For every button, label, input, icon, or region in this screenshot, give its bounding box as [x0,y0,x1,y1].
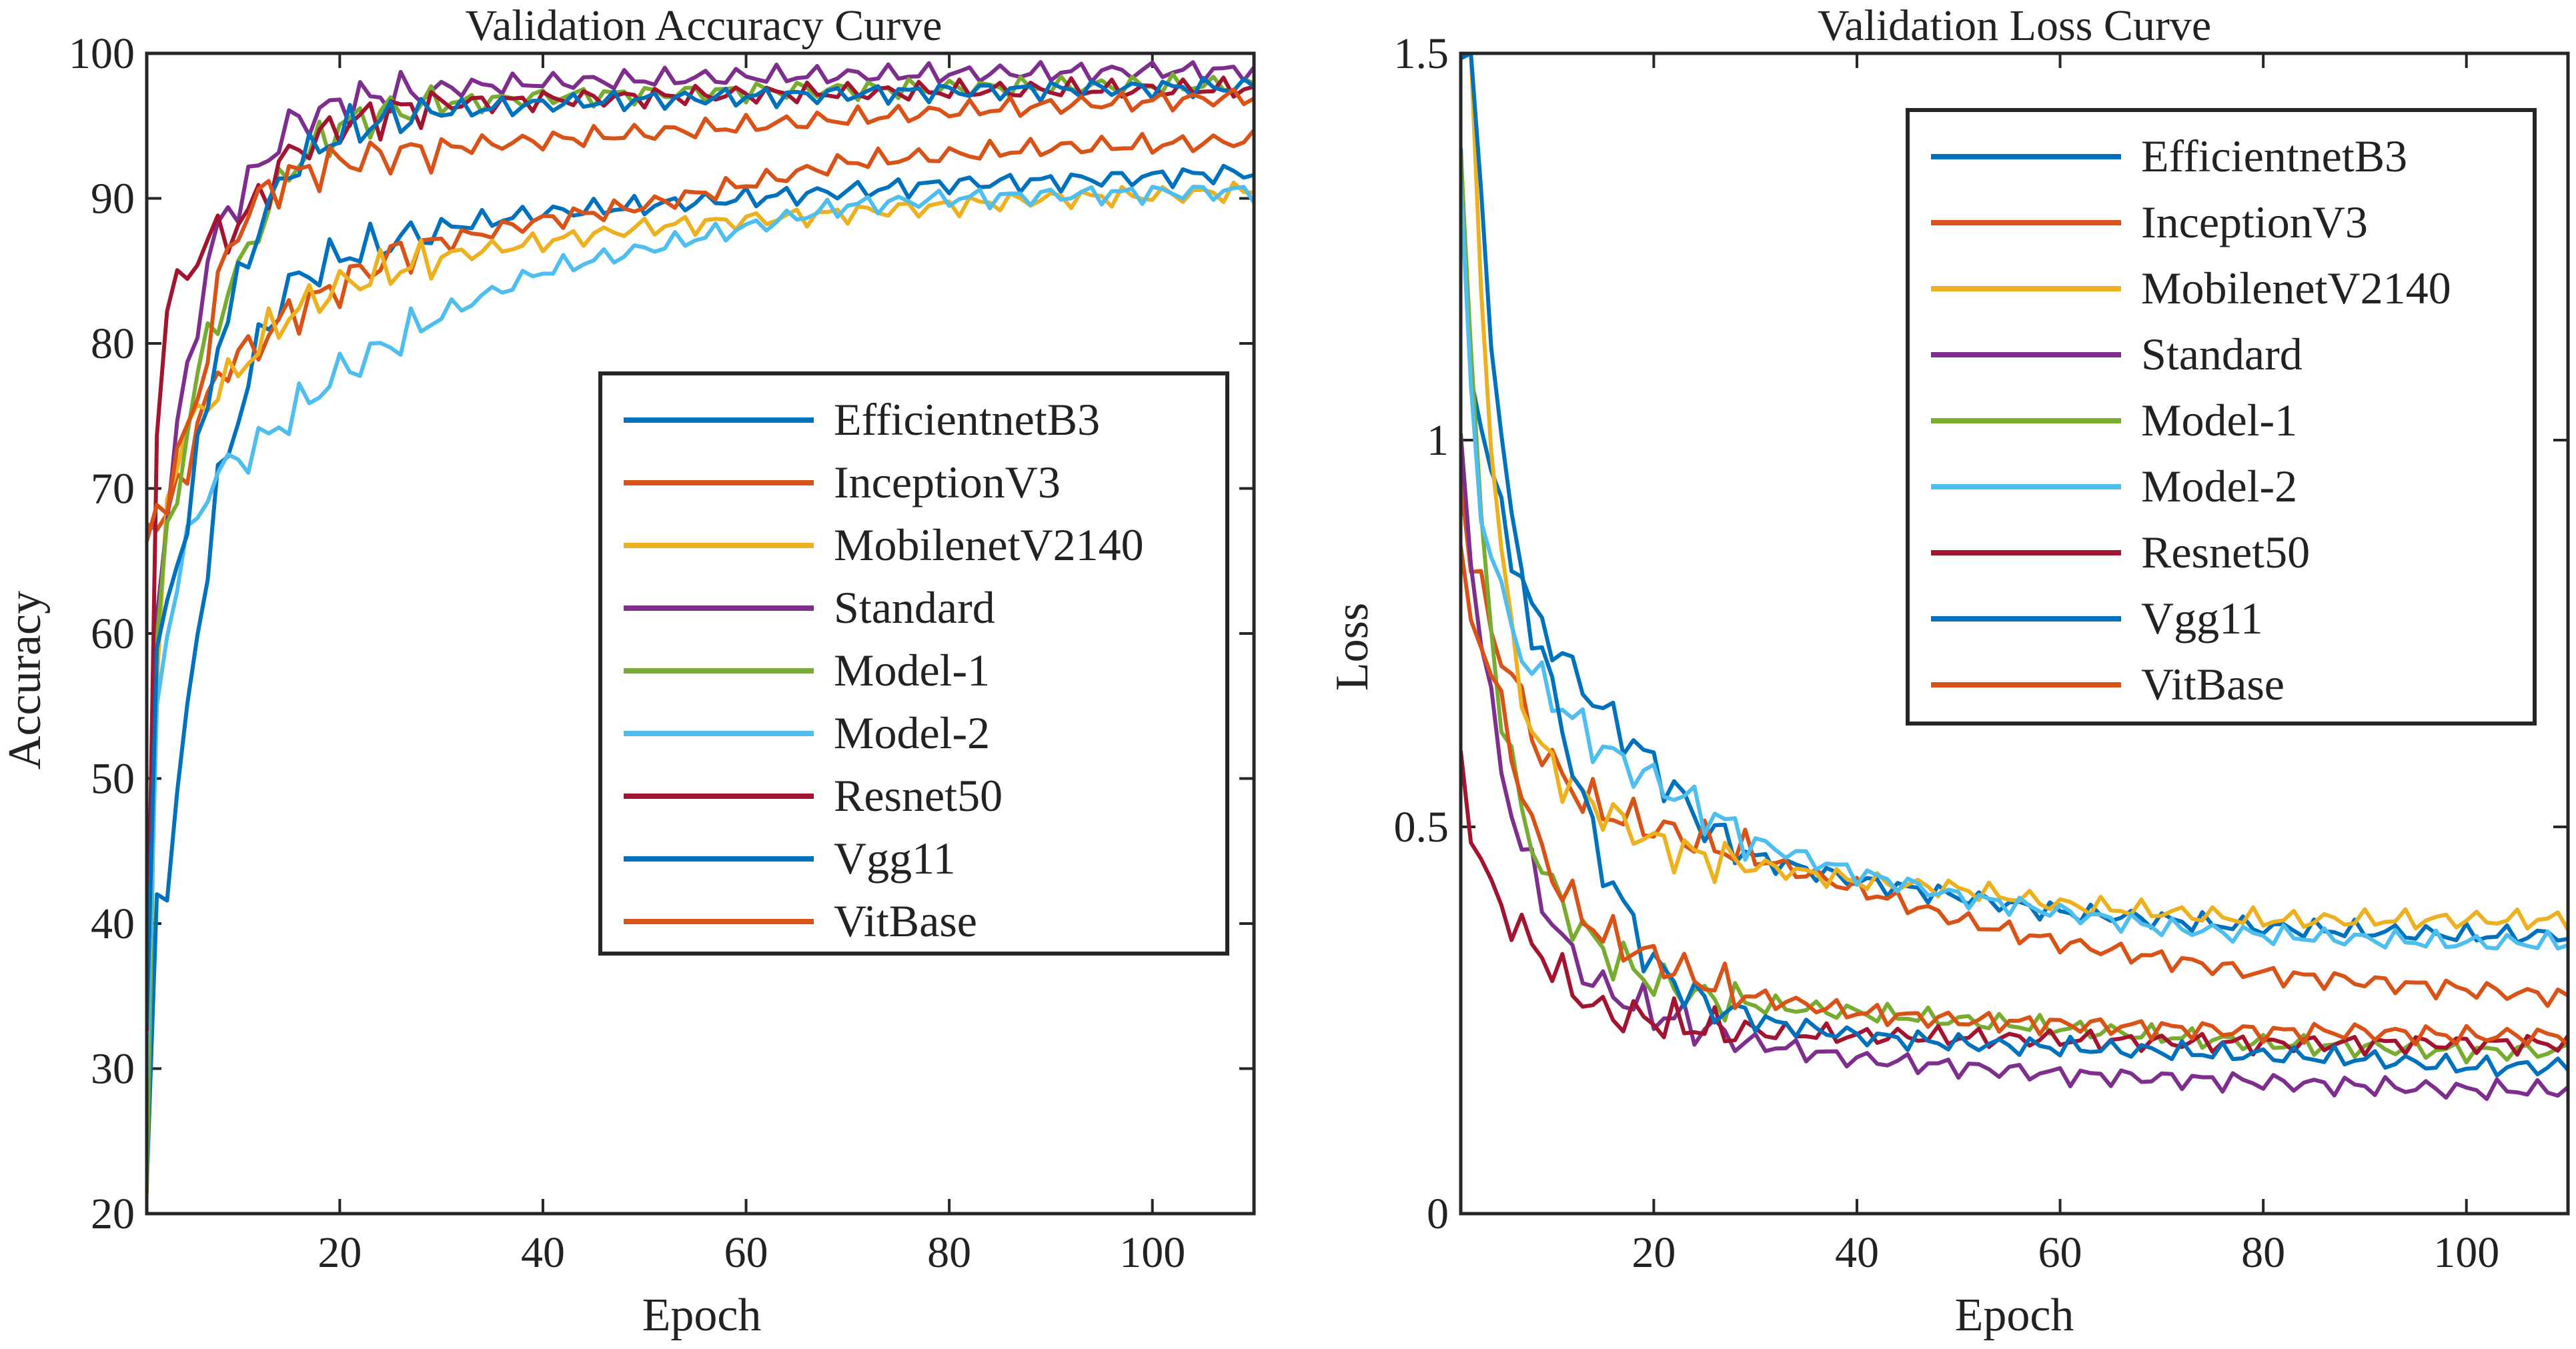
loss-legend-label-resnet50: Resnet50 [2141,527,2310,577]
loss-x-tick-label: 20 [1632,1228,1676,1277]
loss-y-tick-label: 0.5 [1394,803,1449,852]
accuracy-x-tick-label: 60 [724,1228,768,1277]
loss-y-tick-label: 0 [1427,1190,1449,1238]
accuracy-legend-label-efficientnetb3: EfficientnetB3 [834,394,1100,445]
accuracy-legend: EfficientnetB3 InceptionV3 MobilenetV2140 S… [598,371,1229,956]
accuracy-title: Validation Accuracy Curve [466,1,942,50]
accuracy-legend-label-model-1: Model-1 [834,645,990,696]
loss-legend-label-vitbase: VitBase [2141,659,2285,710]
loss-series [1461,53,2568,1102]
accuracy-series-line-resnet50 [147,75,1254,1031]
loss-series-line-standard [1461,433,2568,1102]
accuracy-y-tick-label: 100 [69,29,135,78]
loss-series-line-model-1 [1461,155,2568,1065]
accuracy-legend-label-vgg11: Vgg11 [834,833,956,884]
accuracy-series-line-mobilenetv2140 [147,180,1254,1092]
accuracy-series-line-vitbase [147,87,1254,542]
loss-x-tick-label: 60 [2038,1228,2082,1277]
accuracy-chart: Validation Accuracy Curve Epoch Accuracy… [0,1,1256,1341]
accuracy-tick-labels: 20 40 60 80 100 20 30 40 50 60 70 80 90 100 [69,29,1185,1277]
accuracy-series-line-efficientnetb3 [147,163,1254,1187]
accuracy-series-line-vgg11 [147,75,1254,1027]
loss-y-tick-label: 1 [1427,416,1449,465]
accuracy-legend-label-mobilenetv2140: MobilenetV2140 [834,519,1144,570]
loss-legend: EfficientnetB3 InceptionV3 MobilenetV2140 S… [1906,108,2537,726]
accuracy-y-tick-label: 80 [91,319,135,368]
loss-series-line-mobilenetv2140 [1461,53,2568,931]
accuracy-series-line-model-2 [147,185,1254,1078]
loss-legend-label-mobilenetv2140: MobilenetV2140 [2141,263,2451,313]
accuracy-legend-label-vitbase: VitBase [834,896,977,946]
accuracy-x-tick-label: 20 [317,1228,362,1277]
accuracy-legend-label-resnet50: Resnet50 [834,770,1003,821]
accuracy-legend-label-standard: Standard [834,582,995,633]
accuracy-legend-label-model-2: Model-2 [834,708,990,758]
loss-legend-label-inceptionv3: InceptionV3 [2141,197,2368,247]
loss-x-tick-label: 40 [1835,1228,1879,1277]
loss-legend-label-model-2: Model-2 [2141,461,2297,511]
accuracy-y-tick-label: 50 [91,755,135,804]
accuracy-legend-label-inceptionv3: InceptionV3 [834,457,1061,507]
loss-chart: Validation Loss Curve Epoch Loss 20 40 60 8… [1327,1,2570,1341]
loss-series-line-vitbase [1461,545,2568,1047]
accuracy-y-tick-label: 20 [91,1190,135,1238]
accuracy-y-axis-label: Accuracy [0,591,51,770]
accuracy-x-tick-label: 80 [927,1228,971,1277]
accuracy-x-tick-label: 40 [521,1228,565,1277]
accuracy-y-tick-label: 30 [91,1045,135,1094]
accuracy-y-tick-label: 70 [91,465,135,513]
accuracy-series [147,60,1254,1194]
accuracy-series-line-standard [147,60,1254,1176]
loss-legend-label-vgg11: Vgg11 [2141,593,2263,643]
loss-y-tick-label: 1.5 [1394,29,1449,78]
loss-legend-label-model-1: Model-1 [2141,395,2297,445]
loss-series-line-inceptionv3 [1461,481,2568,1008]
accuracy-x-axis-label: Epoch [642,1290,762,1341]
loss-plot-frame [1459,51,2570,1216]
accuracy-plot-frame [145,51,1256,1216]
accuracy-y-tick-label: 90 [91,175,135,223]
loss-legend-label-standard: Standard [2141,329,2303,379]
loss-title: Validation Loss Curve [1818,1,2211,50]
loss-y-axis-label: Loss [1327,603,1378,691]
loss-x-tick-label: 80 [2241,1228,2285,1277]
accuracy-x-tick-label: 100 [1119,1228,1185,1277]
accuracy-y-tick-label: 60 [91,609,135,658]
loss-x-tick-label: 100 [2433,1228,2499,1277]
accuracy-y-tick-label: 40 [91,900,135,948]
loss-series-line-model-2 [1461,182,2568,951]
loss-series-line-vgg11 [1461,53,2568,1078]
loss-legend-label-efficientnetb3: EfficientnetB3 [2141,131,2407,181]
loss-x-axis-label: Epoch [1955,1290,2074,1341]
loss-series-line-resnet50 [1461,750,2568,1057]
loss-tick-labels: 20 40 60 80 100 0 0.5 1 1.5 [1394,29,2500,1277]
